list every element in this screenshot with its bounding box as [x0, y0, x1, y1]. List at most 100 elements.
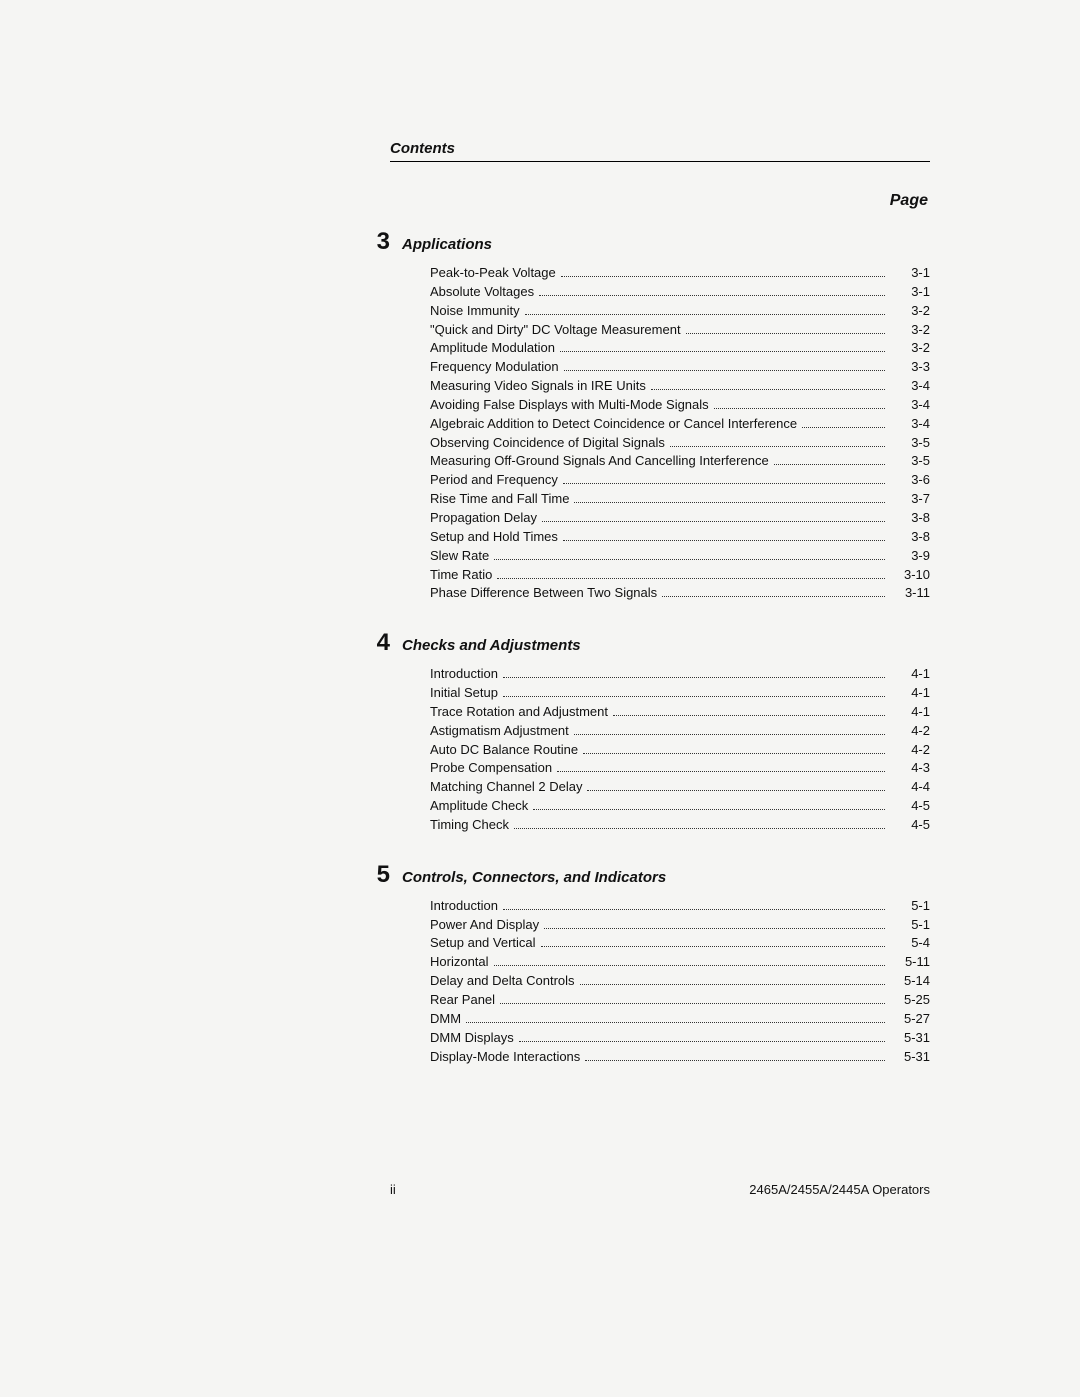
toc-leader-dots — [774, 464, 885, 465]
toc-leader-dots — [519, 1041, 885, 1042]
toc-entry-label: Introduction — [430, 665, 498, 684]
toc-entry: DMM5-27 — [430, 1010, 930, 1029]
toc-entry-label: Timing Check — [430, 816, 509, 835]
toc-entry: Introduction 4-1 — [430, 665, 930, 684]
toc-entry-page: 3-8 — [890, 528, 930, 547]
toc-leader-dots — [503, 677, 885, 678]
toc-leader-dots — [670, 446, 885, 447]
toc-leader-dots — [542, 521, 885, 522]
toc-leader-dots — [714, 408, 885, 409]
toc-entry: Algebraic Addition to Detect Coincidence… — [430, 415, 930, 434]
toc-entry-label: Astigmatism Adjustment — [430, 722, 569, 741]
toc-leader-dots — [574, 502, 885, 503]
toc-entry-page: 4-2 — [890, 722, 930, 741]
toc-leader-dots — [613, 715, 885, 716]
toc-leader-dots — [539, 295, 885, 296]
toc-entry-label: Setup and Hold Times — [430, 528, 558, 547]
toc-entry: Initial Setup4-1 — [430, 684, 930, 703]
toc-leader-dots — [514, 828, 885, 829]
toc-entry-label: Introduction — [430, 897, 498, 916]
toc-entry: Setup and Hold Times 3-8 — [430, 528, 930, 547]
toc-entry-label: Period and Frequency — [430, 471, 558, 490]
toc-entry: Probe Compensation4-3 — [430, 759, 930, 778]
toc-entry-label: "Quick and Dirty" DC Voltage Measurement — [430, 321, 681, 340]
toc-entry-label: DMM Displays — [430, 1029, 514, 1048]
toc-entry-page: 3-1 — [890, 264, 930, 283]
section-title: Applications — [402, 236, 492, 253]
toc-entry-page: 3-4 — [890, 396, 930, 415]
toc-entry: Phase Difference Between Two Signals3-11 — [430, 584, 930, 603]
toc-entry-page: 5-14 — [890, 972, 930, 991]
toc-entry: Trace Rotation and Adjustment4-1 — [430, 703, 930, 722]
toc-entry-page: 3-4 — [890, 415, 930, 434]
toc-entry-label: Avoiding False Displays with Multi-Mode … — [430, 396, 709, 415]
toc-entry-label: Frequency Modulation — [430, 358, 559, 377]
toc-entry-label: Rise Time and Fall Time — [430, 490, 569, 509]
toc-leader-dots — [561, 276, 885, 277]
section-title: Checks and Adjustments — [402, 637, 581, 654]
toc-leader-dots — [503, 909, 885, 910]
toc-entry: Astigmatism Adjustment 4-2 — [430, 722, 930, 741]
toc-entry-label: Peak-to-Peak Voltage — [430, 264, 556, 283]
toc-entry-label: Propagation Delay — [430, 509, 537, 528]
section-number: 3 — [370, 228, 390, 256]
toc-leader-dots — [587, 790, 885, 791]
toc-leader-dots — [557, 771, 885, 772]
toc-entry-page: 3-5 — [890, 434, 930, 453]
toc-entry-label: Amplitude Check — [430, 797, 528, 816]
toc-entry-label: Display-Mode Interactions — [430, 1048, 580, 1067]
toc-entry-page: 3-2 — [890, 302, 930, 321]
toc-entry-label: Amplitude Modulation — [430, 339, 555, 358]
toc-entry-label: Measuring Off-Ground Signals And Cancell… — [430, 452, 769, 471]
toc-entry-label: Auto DC Balance Routine — [430, 741, 578, 760]
toc-entry-page: 3-11 — [890, 584, 930, 603]
page-column-label: Page — [390, 192, 930, 210]
toc-entry-page: 3-6 — [890, 471, 930, 490]
toc-entry: Noise Immunity3-2 — [430, 302, 930, 321]
contents-header: Contents — [390, 140, 930, 157]
toc-entry-page: 4-5 — [890, 797, 930, 816]
toc-entry-page: 5-11 — [890, 953, 930, 972]
toc-entry: Propagation Delay3-8 — [430, 509, 930, 528]
toc-entry-page: 4-1 — [890, 684, 930, 703]
toc-leader-dots — [574, 734, 885, 735]
toc-leader-dots — [494, 965, 885, 966]
toc-entry-page: 4-4 — [890, 778, 930, 797]
toc-entry-page: 5-1 — [890, 916, 930, 935]
toc-entry-page: 3-3 — [890, 358, 930, 377]
toc-entry-page: 3-2 — [890, 339, 930, 358]
toc-entry: Slew Rate3-9 — [430, 547, 930, 566]
toc-entry: Power And Display5-1 — [430, 916, 930, 935]
toc-entry: Delay and Delta Controls5-14 — [430, 972, 930, 991]
section-head: 3 Applications — [370, 228, 930, 256]
toc-entry: Setup and Vertical5-4 — [430, 934, 930, 953]
toc-entry-label: Trace Rotation and Adjustment — [430, 703, 608, 722]
toc-leader-dots — [686, 333, 885, 334]
toc-entry-label: Slew Rate — [430, 547, 489, 566]
toc-entry: Time Ratio 3-10 — [430, 566, 930, 585]
toc-entry-label: Absolute Voltages — [430, 283, 534, 302]
toc-entry: Frequency Modulation 3-3 — [430, 358, 930, 377]
footer-manual-id: 2465A/2455A/2445A Operators — [749, 1182, 930, 1197]
toc-leader-dots — [525, 314, 885, 315]
toc-entry: Absolute Voltages 3-1 — [430, 283, 930, 302]
toc-leader-dots — [662, 596, 885, 597]
page: Contents Page 3 Applications Peak-to-Peak … — [0, 0, 1080, 1397]
toc-leader-dots — [585, 1060, 885, 1061]
toc-entry: "Quick and Dirty" DC Voltage Measurement… — [430, 321, 930, 340]
toc-section: 4Checks and AdjustmentsIntroduction4-1In… — [390, 629, 930, 835]
section-number: 5 — [370, 861, 390, 889]
section-number: 4 — [370, 629, 390, 657]
toc-list: Introduction 5-1Power And Display5-1Setup… — [430, 897, 930, 1067]
header-rule — [390, 161, 930, 162]
toc-entry-label: Time Ratio — [430, 566, 492, 585]
toc-entry: Timing Check 4-5 — [430, 816, 930, 835]
toc-leader-dots — [497, 578, 885, 579]
toc-entry-page: 4-5 — [890, 816, 930, 835]
toc-entry: DMM Displays5-31 — [430, 1029, 930, 1048]
sections-container: 3ApplicationsPeak-to-Peak Voltage3-1Abso… — [390, 228, 930, 1066]
toc-entry-page: 3-1 — [890, 283, 930, 302]
toc-entry-page: 3-10 — [890, 566, 930, 585]
toc-entry: Amplitude Check 4-5 — [430, 797, 930, 816]
toc-entry-page: 4-1 — [890, 665, 930, 684]
